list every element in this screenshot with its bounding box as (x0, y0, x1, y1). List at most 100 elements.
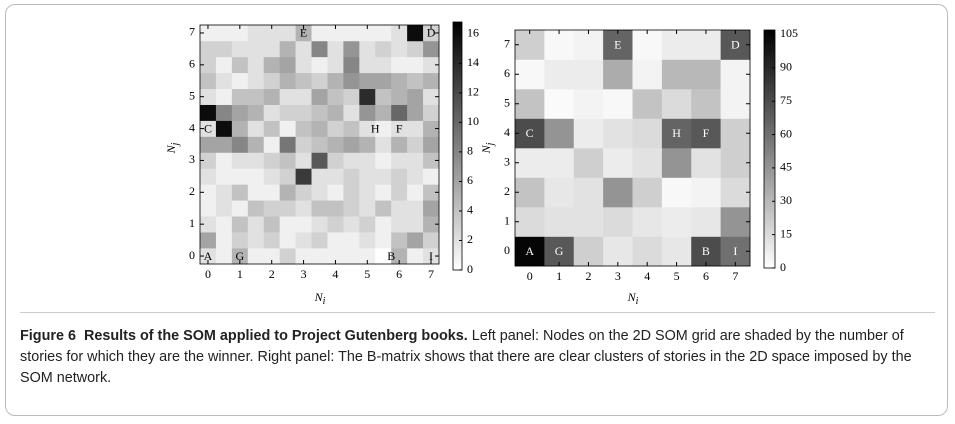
colorbar-tick-label: 8 (467, 144, 473, 158)
cell (359, 152, 376, 169)
cell (247, 120, 265, 137)
cell (215, 25, 233, 42)
cell (359, 136, 376, 153)
cell (263, 152, 280, 169)
cell (407, 152, 424, 169)
cell (407, 72, 424, 90)
cell (215, 88, 233, 105)
cell (295, 184, 312, 201)
colorbar-tick-label: 10 (467, 114, 479, 128)
y-tick-label: 7 (504, 37, 510, 51)
cell (407, 200, 424, 217)
cell (544, 177, 575, 208)
node-label: D (427, 26, 436, 40)
cell (215, 40, 233, 58)
cell (295, 200, 312, 217)
cell (263, 104, 280, 121)
cell (375, 120, 392, 137)
node-label: A (204, 249, 213, 263)
cell (359, 40, 376, 58)
cell (632, 148, 663, 178)
cell (215, 168, 233, 185)
cell (343, 56, 360, 74)
cell (215, 104, 233, 121)
cell (407, 232, 424, 249)
cell (423, 136, 440, 153)
cell (407, 88, 424, 105)
cell (343, 248, 360, 265)
cell (343, 25, 360, 42)
cell (391, 184, 408, 201)
axis-label-sub: i (636, 296, 639, 307)
cell (391, 104, 408, 121)
cell (632, 118, 663, 149)
cell (359, 248, 376, 265)
colorbar-tick-label: 45 (780, 160, 792, 174)
cell (391, 120, 408, 137)
cell (215, 56, 233, 74)
cell (231, 56, 249, 74)
axis-label: Ni (627, 290, 639, 308)
cell (423, 152, 440, 169)
cell (391, 200, 408, 217)
cell (200, 56, 217, 74)
node-label: F (396, 121, 403, 135)
node-label: E (300, 26, 307, 40)
cell (311, 184, 328, 201)
cell (263, 56, 280, 74)
colorbar-tick-label: 0 (467, 262, 473, 276)
cell (423, 72, 440, 90)
x-tick-label: 0 (527, 269, 533, 283)
cell (215, 248, 233, 265)
cell (375, 168, 392, 185)
cell (263, 232, 280, 249)
cell (279, 232, 296, 249)
cell (200, 232, 217, 249)
cell (375, 232, 392, 249)
cell (247, 72, 265, 90)
cell (407, 56, 424, 74)
cell (407, 120, 424, 137)
cell (603, 207, 633, 237)
axis-label-sub: j (170, 142, 181, 147)
cell (343, 200, 360, 217)
cell (720, 177, 751, 208)
cell (691, 148, 721, 178)
cell (720, 118, 751, 149)
y-tick-label: 2 (504, 184, 510, 198)
cell (407, 216, 424, 233)
cell (231, 88, 249, 105)
cell (279, 88, 296, 105)
cell (279, 104, 296, 121)
cell (573, 30, 604, 60)
cell (661, 59, 692, 90)
cell (423, 56, 440, 74)
cell (391, 136, 408, 153)
x-tick-label: 7 (428, 267, 434, 281)
cell (720, 148, 751, 178)
cell (231, 72, 249, 90)
caption-title: Results of the SOM applied to Project Gu… (83, 328, 468, 344)
cell (343, 40, 360, 58)
cell (200, 248, 217, 265)
cell (391, 25, 408, 42)
cell (295, 152, 312, 169)
cell (247, 200, 265, 217)
cell (295, 216, 312, 233)
y-tick-label: 6 (504, 66, 510, 80)
cell (573, 236, 604, 267)
y-tick-label: 3 (504, 155, 510, 169)
cell (407, 104, 424, 121)
cell (544, 118, 575, 149)
y-tick-label: 5 (504, 96, 510, 110)
cell (423, 40, 440, 58)
cell (295, 168, 312, 185)
cell (375, 152, 392, 169)
colorbar-tick-label: 16 (467, 26, 479, 40)
y-tick-label: 0 (504, 243, 510, 257)
cell (343, 104, 360, 121)
cell (311, 152, 328, 169)
figure: A G B IC H FE D0 1 2 3 4 5 6 701234567NiNj02468101214… (164, 21, 798, 308)
cell (231, 216, 249, 233)
colorbar-tick-label: 90 (780, 60, 792, 74)
